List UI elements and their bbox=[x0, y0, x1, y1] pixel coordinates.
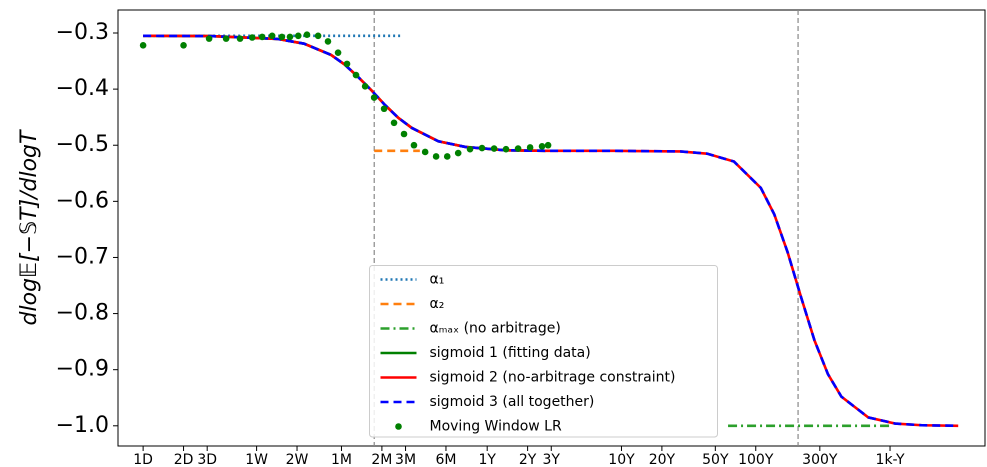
data-point bbox=[352, 71, 360, 79]
data-point bbox=[526, 144, 534, 151]
x-tick-label: 3Y bbox=[543, 452, 561, 467]
series-line bbox=[143, 34, 959, 428]
legend-label: sigmoid 1 (fitting data) bbox=[430, 345, 591, 361]
data-point bbox=[410, 141, 418, 149]
x-tick-label: 20Y bbox=[649, 452, 676, 467]
x-tick-label: 300Y bbox=[802, 452, 838, 467]
legend-label: α₁ bbox=[430, 272, 445, 288]
x-tick-label: 2Y bbox=[519, 452, 537, 467]
data-point bbox=[502, 145, 510, 153]
data-point bbox=[343, 60, 351, 68]
data-point bbox=[544, 141, 552, 149]
data-point bbox=[514, 145, 522, 152]
data-point bbox=[286, 33, 294, 41]
y-tick-label: −0.8 bbox=[56, 301, 109, 326]
data-point bbox=[294, 32, 302, 40]
data-point bbox=[454, 149, 462, 157]
x-tick-label: 1k-Y bbox=[876, 452, 905, 467]
data-point bbox=[205, 35, 213, 42]
data-point bbox=[248, 34, 256, 41]
y-tick-label: −0.7 bbox=[56, 244, 109, 269]
data-point bbox=[490, 145, 498, 152]
x-tick-label: 1M bbox=[331, 452, 352, 467]
y-tick-label: −1.0 bbox=[56, 413, 109, 438]
x-tick-label: 50Y bbox=[702, 452, 729, 467]
data-point bbox=[258, 33, 266, 41]
legend-label: sigmoid 2 (no-arbitrage constraint) bbox=[430, 370, 676, 386]
legend-label: sigmoid 3 (all together) bbox=[430, 394, 595, 410]
data-point bbox=[334, 49, 342, 56]
legend-marker bbox=[395, 423, 402, 430]
x-tick-label: 2W bbox=[286, 452, 309, 467]
data-point bbox=[478, 144, 486, 152]
data-point bbox=[421, 148, 429, 156]
data-point bbox=[538, 143, 546, 150]
y-tick-label: −0.4 bbox=[56, 76, 109, 101]
data-point bbox=[466, 145, 474, 153]
legend-label: α₂ bbox=[430, 296, 445, 312]
data-point bbox=[222, 35, 230, 42]
x-tick-label: 6M bbox=[435, 452, 456, 467]
y-tick-label: −0.9 bbox=[56, 357, 109, 382]
x-tick-label: 1Y bbox=[478, 452, 496, 467]
data-point bbox=[139, 42, 147, 49]
y-tick-label: −0.5 bbox=[56, 132, 109, 157]
x-tick-label: 10Y bbox=[608, 452, 635, 467]
x-tick-label: 3M bbox=[395, 452, 416, 467]
x-tick-label: 1W bbox=[245, 452, 268, 467]
data-point bbox=[303, 31, 311, 38]
legend-label: αₘₐₓ (no arbitrage) bbox=[430, 321, 561, 337]
y-tick-label: −0.6 bbox=[56, 188, 109, 213]
data-point bbox=[432, 153, 440, 160]
x-tick-label: 1D bbox=[133, 452, 153, 467]
data-point bbox=[324, 38, 332, 45]
data-point bbox=[400, 130, 408, 138]
data-point bbox=[380, 105, 388, 113]
x-tick-label: 2D bbox=[174, 452, 194, 467]
legend-label: Moving Window LR bbox=[430, 419, 562, 435]
x-tick-label: 2M bbox=[371, 452, 392, 467]
y-tick-label: −0.3 bbox=[56, 20, 109, 45]
data-point bbox=[361, 83, 369, 90]
data-point bbox=[278, 33, 286, 41]
data-point bbox=[390, 119, 398, 127]
data-point bbox=[370, 94, 378, 101]
legend-box bbox=[369, 265, 718, 438]
data-point bbox=[180, 42, 187, 49]
series-line bbox=[143, 34, 546, 153]
x-tick-label: 3D bbox=[197, 452, 217, 467]
data-point bbox=[236, 35, 244, 42]
data-point bbox=[314, 32, 322, 40]
data-point bbox=[443, 153, 451, 160]
x-tick-label: 100Y bbox=[738, 452, 774, 467]
y-axis-label: dlog𝔼[−𝕊T]/dlogT bbox=[17, 129, 42, 325]
data-point bbox=[268, 32, 276, 40]
